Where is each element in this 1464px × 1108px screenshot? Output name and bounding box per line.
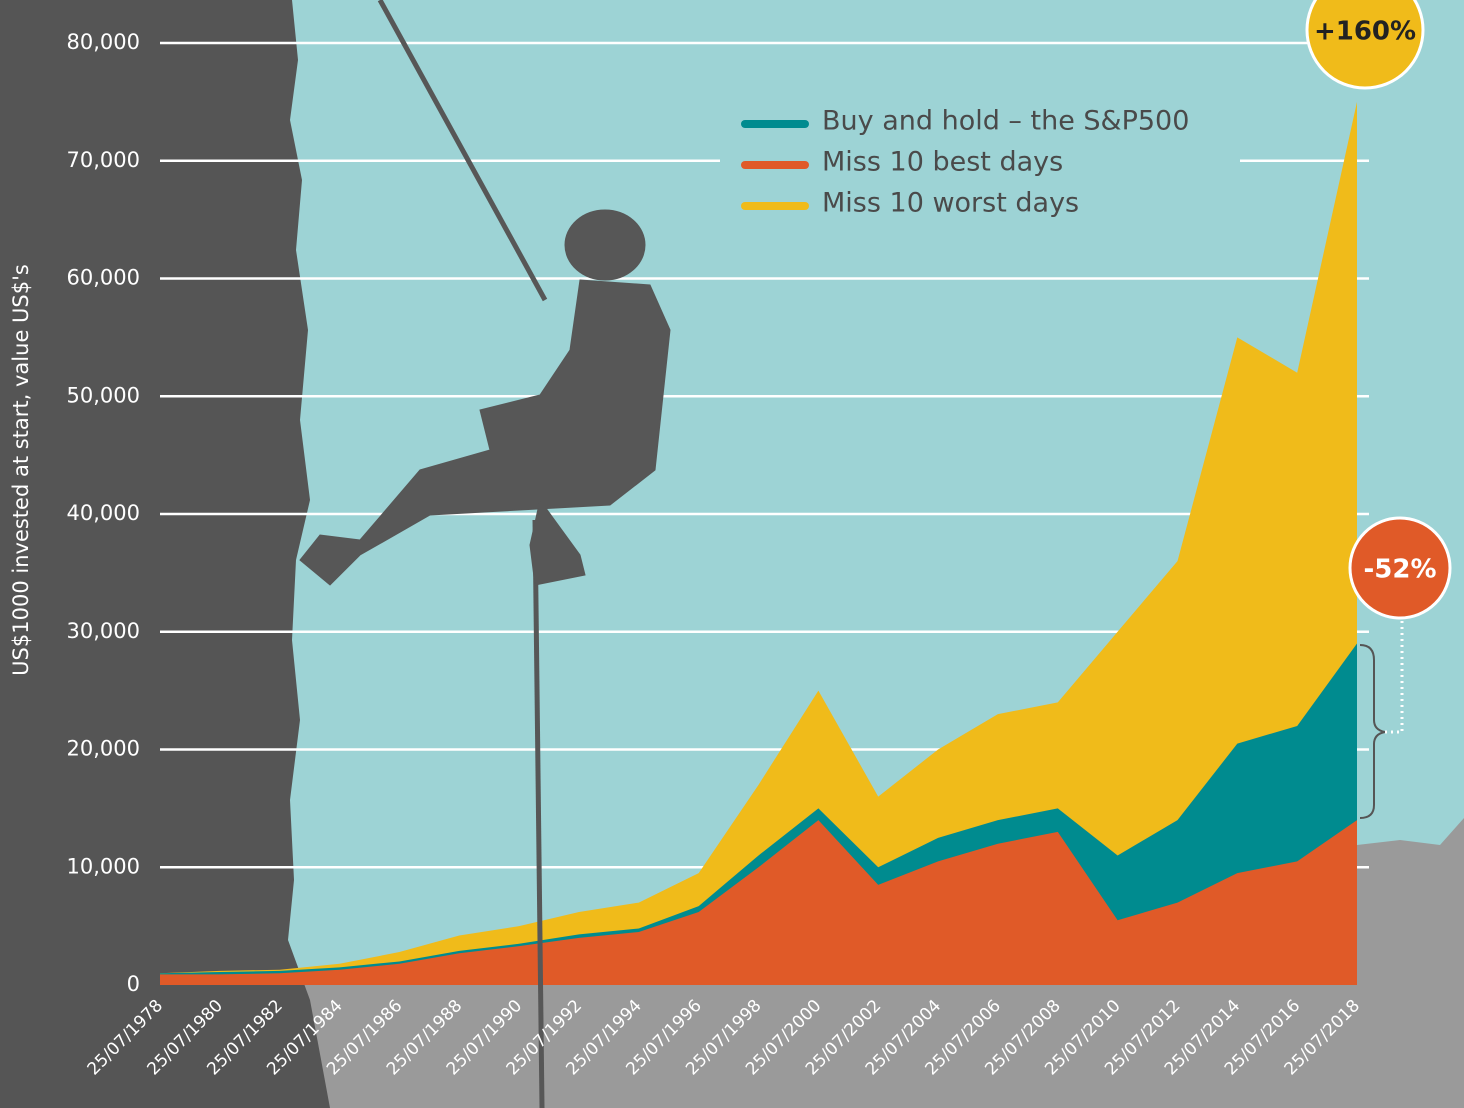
y-tick-label: 0 [127, 972, 140, 996]
legend-label: Miss 10 worst days [822, 188, 1079, 219]
legend-label: Miss 10 best days [822, 147, 1063, 178]
legend-label: Buy and hold – the S&P500 [822, 106, 1189, 137]
y-tick-label: 70,000 [67, 148, 140, 172]
y-tick-label: 10,000 [67, 854, 140, 878]
y-tick-label: 30,000 [67, 619, 140, 643]
annotation-label: +160% [1314, 17, 1416, 47]
chart: 0 10,000 20,000 30,000 40,000 50,000 60,000 70,… [0, 0, 1464, 1108]
y-tick-label: 60,000 [67, 266, 140, 290]
y-tick-label: 20,000 [67, 737, 140, 761]
ground [1357, 818, 1464, 1108]
annotation-label: -52% [1363, 555, 1436, 585]
y-tick-label: 40,000 [67, 501, 140, 525]
y-tick-label: 80,000 [67, 30, 140, 54]
y-axis-label: US$1000 invested at start, value US$'s [9, 264, 33, 676]
rock [0, 0, 330, 1108]
y-tick-label: 50,000 [67, 383, 140, 407]
